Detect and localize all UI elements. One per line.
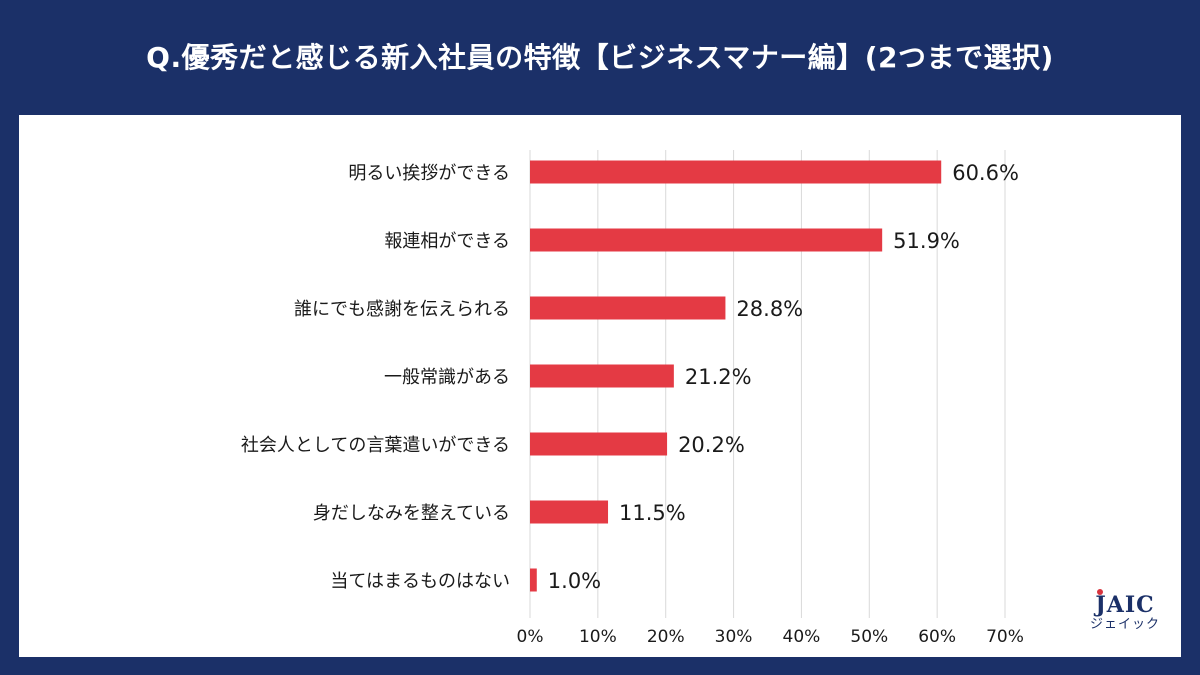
jaic-logo: JAIC ジェイック	[1085, 589, 1165, 643]
value-label: 21.2%	[685, 365, 752, 389]
bar-6	[530, 568, 537, 592]
x-tick-label: 60%	[918, 627, 956, 647]
category-label: 当てはまるものはない	[330, 571, 510, 592]
value-label: 11.5%	[619, 501, 686, 525]
category-label: 一般常識がある	[384, 367, 510, 388]
category-label: 社会人としての言葉遣いができる	[241, 435, 510, 456]
value-label: 28.8%	[736, 297, 803, 321]
bar-3	[530, 364, 674, 388]
x-tick-label: 10%	[579, 627, 617, 647]
bar-5	[530, 500, 609, 524]
x-tick-label: 20%	[647, 627, 685, 647]
chart-title: Q.優秀だと感じる新入社員の特徴【ビジネスマナー編】(2つまで選択)	[146, 41, 1054, 74]
category-label: 明るい挨拶ができる	[348, 163, 510, 184]
value-label: 1.0%	[548, 569, 601, 593]
bar-1	[530, 228, 883, 252]
bar-2	[530, 296, 726, 320]
logo-wordmark: JAIC	[1095, 589, 1155, 618]
value-label: 51.9%	[893, 229, 960, 253]
value-label: 60.6%	[952, 161, 1019, 185]
category-label: 報連相ができる	[384, 231, 510, 252]
category-label: 身だしなみを整えている	[313, 503, 510, 524]
x-tick-label: 50%	[850, 627, 888, 647]
x-tick-label: 40%	[783, 627, 821, 647]
logo-dot-icon	[1097, 589, 1104, 595]
x-tick-label: 0%	[517, 627, 544, 647]
logo-subtext: ジェイック	[1089, 617, 1160, 632]
bar-4	[530, 432, 668, 456]
x-tick-label: 70%	[986, 627, 1024, 647]
value-label: 20.2%	[678, 433, 745, 457]
x-tick-label: 30%	[715, 627, 753, 647]
logo-main-text: JAIC	[1095, 592, 1155, 618]
category-label: 誰にでも感謝を伝えられる	[294, 299, 510, 320]
bar-0	[530, 160, 942, 184]
